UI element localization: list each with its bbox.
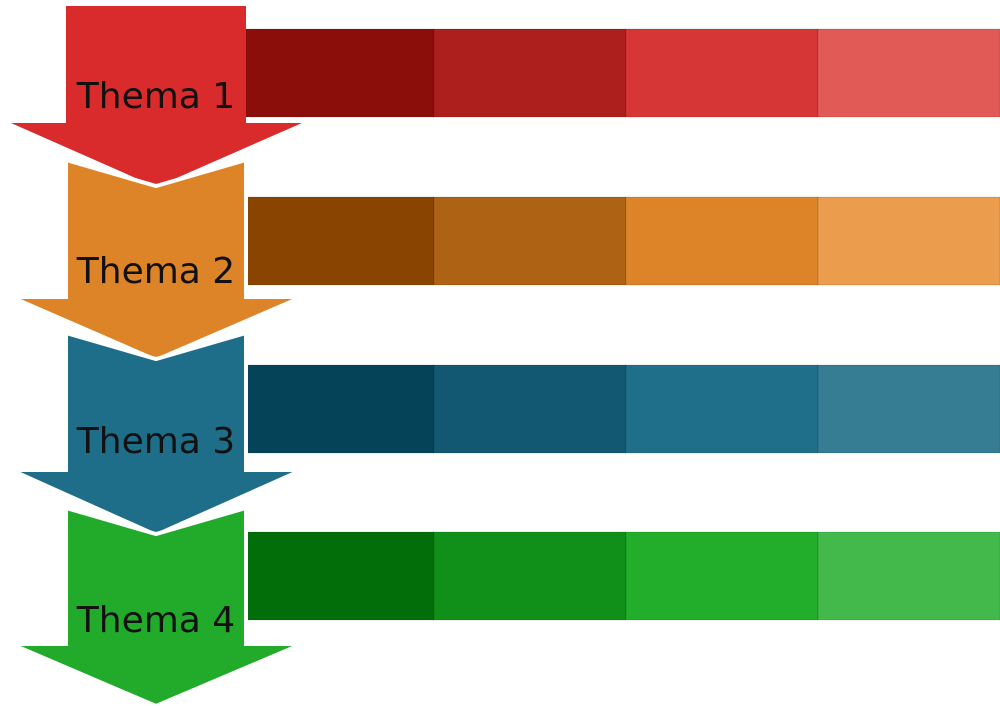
theme-4-segment-2	[433, 531, 627, 621]
theme-3-segment-2	[433, 364, 627, 454]
theme-3-arrow: Thema 3	[10, 330, 303, 538]
theme-2-label: Thema 2	[76, 251, 235, 292]
theme-4-segment-3	[625, 531, 819, 621]
theme-2-segment-3	[625, 196, 819, 286]
arrows-layer: Thema 1 Thema 2 Thema 3 Thema 4	[10, 6, 303, 706]
theme-2-arrow-shape	[10, 157, 303, 363]
theme-4-arrow-shape	[10, 505, 303, 706]
theme-1-segment-2	[433, 28, 627, 118]
theme-2-segment-2	[433, 196, 627, 286]
theme-3-segment-1	[241, 364, 435, 454]
theme-2-segment-1	[241, 196, 435, 286]
theme-1-segment-3	[625, 28, 819, 118]
theme-2-arrow: Thema 2	[10, 157, 303, 363]
theme-4-segment-4	[817, 531, 1000, 621]
theme-4-segment-1	[241, 531, 435, 621]
theme-3-segment-4	[817, 364, 1000, 454]
theme-3-segment-3	[625, 364, 819, 454]
theme-4-label: Thema 4	[76, 600, 235, 641]
theme-1-segment-1	[241, 28, 435, 118]
theme-1-segment-4	[817, 28, 1000, 118]
theme-2-segment-4	[817, 196, 1000, 286]
theme-3-arrow-shape	[10, 330, 303, 538]
theme-1-arrow: Thema 1	[11, 6, 302, 187]
bars-layer	[241, 28, 1000, 621]
theme-3-label: Thema 3	[76, 421, 235, 462]
theme-1-arrow-shape	[11, 6, 302, 187]
theme-1-label: Thema 1	[76, 76, 235, 117]
theme-4-arrow: Thema 4	[10, 505, 303, 706]
